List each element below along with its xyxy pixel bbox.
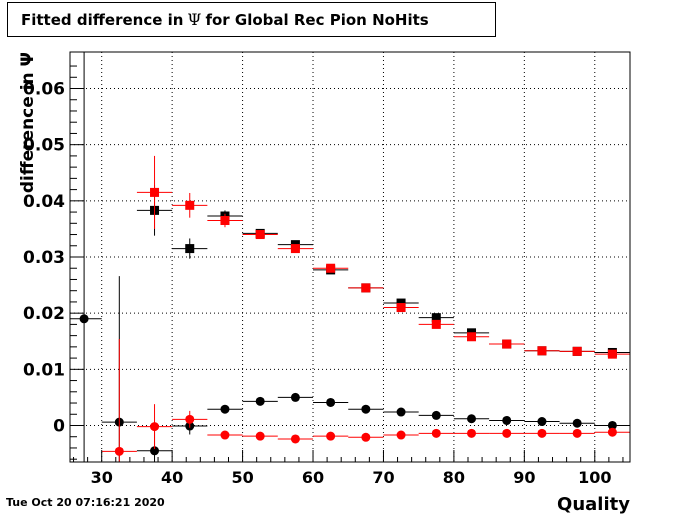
data-point xyxy=(185,200,195,210)
data-point xyxy=(572,346,582,356)
data-point xyxy=(326,431,336,441)
data-point xyxy=(502,415,512,425)
y-tick-label: 0.04 xyxy=(23,192,65,212)
data-point xyxy=(361,283,371,293)
data-point xyxy=(150,422,160,432)
data-point xyxy=(502,339,512,349)
x-tick-label: 80 xyxy=(443,468,465,487)
data-point xyxy=(537,428,547,438)
data-point xyxy=(502,428,512,438)
data-point xyxy=(255,230,265,240)
axes: 30 40 50 60 70 80 90 100 0 0.01 0.02 0.03 0.04 0.05 0.… xyxy=(23,65,624,487)
y-tick-label: 0.01 xyxy=(23,360,65,380)
data-point xyxy=(150,187,160,197)
data-point xyxy=(537,346,547,356)
data-point xyxy=(607,427,617,437)
data-point xyxy=(467,332,477,342)
timestamp: Tue Oct 20 07:16:21 2020 xyxy=(6,496,165,509)
data-point xyxy=(467,428,477,438)
x-tick-label: 100 xyxy=(578,468,611,487)
data-point xyxy=(290,434,300,444)
data-point xyxy=(79,314,89,324)
chart-title: Fitted difference in Ψ for Global Rec Pi… xyxy=(7,2,496,37)
x-axis-label: Quality xyxy=(557,494,630,514)
data-point xyxy=(537,417,547,427)
data-point xyxy=(150,446,160,456)
x-tick-label: 30 xyxy=(91,468,113,487)
data-point xyxy=(220,404,230,414)
data-point xyxy=(431,410,441,420)
data-point xyxy=(185,244,195,254)
series-3 xyxy=(101,339,630,462)
data-point xyxy=(396,430,406,440)
data-point xyxy=(290,392,300,402)
data-point xyxy=(431,319,441,329)
data-point xyxy=(220,430,230,440)
y-axis-label: difference in Ψ xyxy=(18,52,38,193)
x-tick-label: 60 xyxy=(302,468,324,487)
data-point xyxy=(607,349,617,359)
data-point xyxy=(326,263,336,273)
title-suffix: for Global Rec Pion NoHits xyxy=(205,10,429,29)
data-point xyxy=(326,397,336,407)
data-point xyxy=(185,414,195,424)
data-point xyxy=(255,431,265,441)
data-point xyxy=(431,313,441,323)
data-point xyxy=(572,428,582,438)
y-tick-label: 0.02 xyxy=(23,304,65,324)
data-point xyxy=(361,404,371,414)
data-point xyxy=(255,396,265,406)
data-point xyxy=(396,407,406,417)
series-2 xyxy=(70,52,630,462)
y-tick-label: 0.03 xyxy=(23,248,65,268)
data-series xyxy=(70,52,630,462)
x-tick-label: 90 xyxy=(513,468,535,487)
data-point xyxy=(467,414,477,424)
y-tick-label: 0.05 xyxy=(23,136,65,156)
title-prefix: Fitted difference in xyxy=(21,10,184,29)
data-point xyxy=(607,420,617,430)
y-tick-label: 0 xyxy=(53,416,65,436)
title-symbol: Ψ xyxy=(187,10,202,29)
data-point xyxy=(220,215,230,225)
data-point xyxy=(361,432,371,442)
data-point xyxy=(431,428,441,438)
series-0 xyxy=(136,185,630,357)
data-point xyxy=(572,418,582,428)
grid-lines xyxy=(70,52,630,462)
series-1 xyxy=(136,155,630,359)
x-tick-label: 50 xyxy=(231,468,253,487)
data-point xyxy=(396,303,406,313)
data-point xyxy=(114,446,124,456)
y-tick-label: 0.06 xyxy=(23,80,65,100)
x-tick-label: 40 xyxy=(161,468,183,487)
data-point xyxy=(290,244,300,254)
x-tick-label: 70 xyxy=(372,468,394,487)
